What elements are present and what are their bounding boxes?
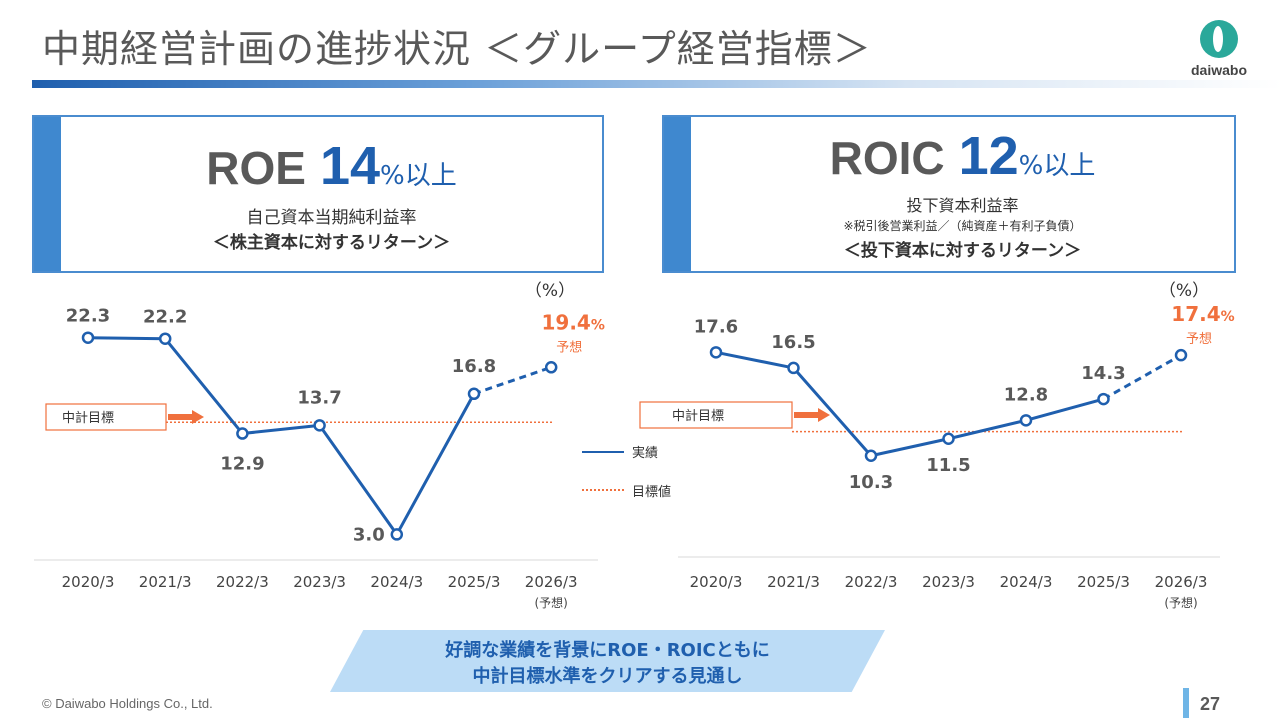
roe-label: ROE <box>206 142 306 194</box>
roe-target-suffix: %以上 <box>380 161 457 191</box>
roe-x-tick-2025/3: 2025/3 <box>448 573 501 591</box>
roe-value-label-2025/3: 16.8 <box>452 356 496 377</box>
roic-point-2022/3 <box>864 449 878 462</box>
roic-target-value: 12 <box>958 126 1019 186</box>
roic-value-label-2024/3: 12.8 <box>1004 384 1048 405</box>
roic-target-suffix: %以上 <box>1018 151 1096 181</box>
page-number-accent <box>1183 688 1189 718</box>
roic-x-tick-2025/3: 2025/3 <box>1077 573 1130 591</box>
roic-x-tick-2022/3: 2022/3 <box>845 573 898 591</box>
legend-target-swatch <box>582 489 624 491</box>
roic-x-tick-2023/3: 2023/3 <box>922 573 975 591</box>
roe-value-label-2023/3: 13.7 <box>297 387 341 408</box>
roic-value-label-2020/3: 17.6 <box>694 316 738 337</box>
roe-value-label-2020/3: 22.3 <box>66 306 110 327</box>
daiwabo-logo-icon <box>1200 20 1238 58</box>
banner-line-2: 中計目標水準をクリアする見通し <box>472 666 743 687</box>
roic-box-accent <box>664 117 691 271</box>
roic-label: ROIC <box>829 132 945 184</box>
roe-point-2025/3 <box>467 387 481 401</box>
roe-point-2023/3 <box>313 419 326 432</box>
roic-point-2023/3 <box>942 432 955 445</box>
roe-forecast-line <box>473 365 552 396</box>
roe-headline: ROE 14%以上 <box>61 135 602 197</box>
company-logo: daiwabo <box>1186 18 1252 82</box>
page-title: 中期経営計画の進捗状況 ＜グループ経営指標＞ <box>42 27 872 71</box>
legend-actual-swatch <box>582 451 624 453</box>
roic-target-label: 中計目標 <box>672 408 724 424</box>
roic-value-label-2025/3: 14.3 <box>1081 363 1125 384</box>
roe-point-2026/3 <box>544 361 558 374</box>
roic-x-tick-2026/3: 2026/3 <box>1155 573 1208 591</box>
roe-x-tick-2020/3: 2020/3 <box>62 573 115 591</box>
roe-x-tick-2022/3: 2022/3 <box>216 573 269 591</box>
roic-point-2026/3 <box>1174 348 1188 362</box>
roe-subtitle: ＜株主資本に対するリターン＞ <box>212 233 451 253</box>
roic-x-tick-2020/3: 2020/3 <box>690 573 743 591</box>
title-underline <box>32 80 1280 88</box>
roic-forecast-line <box>1102 353 1182 401</box>
banner-line-1: 好調な業績を背景にROE・ROICともに <box>445 640 770 661</box>
roe-description: 自己資本当期純利益率 <box>246 208 417 228</box>
roe-value-label-2021/3: 22.2 <box>143 307 187 328</box>
roe-target-label: 中計目標 <box>62 410 114 426</box>
roe-x-tick-sublabel: (予想) <box>535 595 568 610</box>
roe-x-tick-2023/3: 2023/3 <box>293 573 346 591</box>
roe-point-2020/3 <box>81 331 95 344</box>
roe-point-2021/3 <box>158 332 172 345</box>
roe-value-label-2022/3: 12.9 <box>220 454 264 475</box>
roe-target-arrow <box>168 410 204 424</box>
roe-point-2024/3 <box>390 528 404 541</box>
roic-target-box <box>639 401 793 429</box>
roe-forecast-tag: 予想 <box>556 339 582 355</box>
roic-value-label-forecast: 17.4% <box>1171 302 1234 326</box>
roic-point-2025/3 <box>1097 392 1110 406</box>
roe-value-label-forecast: 19.4% <box>542 310 605 334</box>
roic-x-tick-sublabel: (予想) <box>1164 595 1197 610</box>
copyright: © Daiwabo Holdings Co., Ltd. <box>42 696 213 711</box>
roic-value-label-2022/3: 10.3 <box>849 472 893 493</box>
roe-target-box: ROE 14%以上 自己資本当期純利益率 ＜株主資本に対するリターン＞ <box>32 115 604 273</box>
roe-x-tick-2024/3: 2024/3 <box>370 573 423 591</box>
roic-x-tick-2024/3: 2024/3 <box>1000 573 1053 591</box>
roe-target-value: 14 <box>319 136 381 196</box>
roe-box-accent <box>34 117 61 271</box>
roic-value-label-2023/3: 11.5 <box>926 455 970 476</box>
roic-actual-line <box>715 350 1104 458</box>
roic-subtitle: ＜投下資本に対するリターン＞ <box>843 241 1082 261</box>
roic-forecast-tag: 予想 <box>1186 331 1212 347</box>
legend-target-label: 目標値 <box>632 485 672 500</box>
roe-unit-label: （%） <box>525 281 575 301</box>
roic-headline: ROIC 12%以上 <box>691 125 1234 187</box>
roic-unit-label: （%） <box>1159 281 1209 301</box>
roic-point-2020/3 <box>709 346 723 359</box>
roe-x-tick-2021/3: 2021/3 <box>139 573 192 591</box>
roic-value-label-2021/3: 16.5 <box>771 332 815 353</box>
roe-value-label-2024/3: 3.0 <box>353 524 385 545</box>
roe-point-2022/3 <box>236 427 249 440</box>
roic-point-2024/3 <box>1019 414 1033 427</box>
roic-target-box: ROIC 12%以上 投下資本利益率 ※税引後営業利益／（純資産＋有利子負債） ＜… <box>662 115 1236 273</box>
logo-text: daiwabo <box>1190 62 1247 78</box>
roe-target-box <box>45 403 167 431</box>
roe-actual-line <box>87 336 476 536</box>
roe-x-tick-2026/3: 2026/3 <box>525 573 578 591</box>
roic-x-tick-2021/3: 2021/3 <box>767 573 820 591</box>
roic-formula-note: ※税引後営業利益／（純資産＋有利子負債） <box>843 219 1082 233</box>
roic-target-arrow <box>794 408 830 422</box>
roic-description: 投下資本利益率 <box>906 196 1019 215</box>
legend-actual-label: 実績 <box>632 446 659 461</box>
banner-background <box>330 630 885 692</box>
conclusion-banner: 好調な業績を背景にROE・ROICともに 中計目標水準をクリアする見通し <box>330 630 885 692</box>
page-number: 27 <box>1200 694 1221 714</box>
roic-point-2021/3 <box>787 361 800 375</box>
